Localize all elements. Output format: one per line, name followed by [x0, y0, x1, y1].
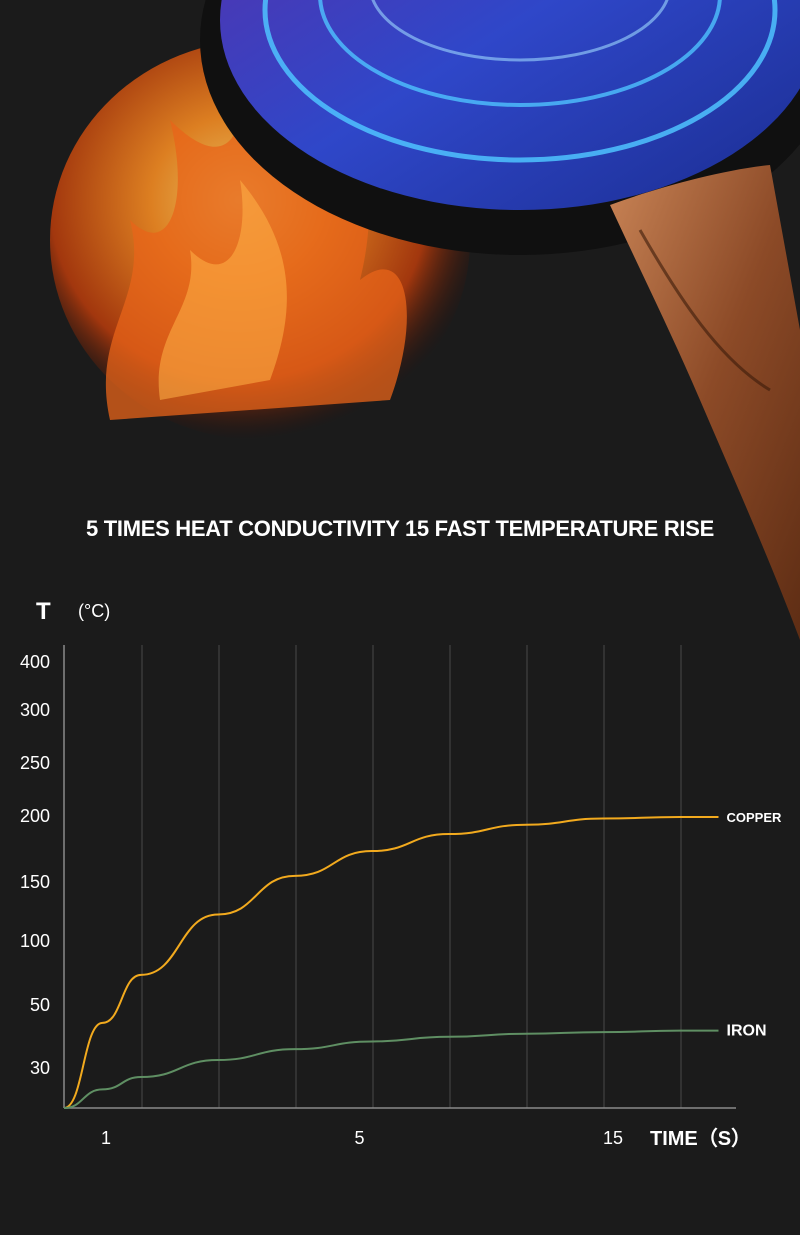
y-tick-label: 150 [20, 872, 50, 892]
y-axis-unit: (°C) [78, 601, 110, 621]
series-label-copper: COPPER [727, 810, 783, 825]
x-tick-label: 1 [101, 1128, 111, 1148]
frying-pan-icon [200, 0, 800, 255]
series-line-iron [63, 1029, 719, 1109]
y-tick-label: 250 [20, 753, 50, 773]
y-tick-label: 50 [30, 995, 50, 1015]
y-tick-label: 300 [20, 700, 50, 720]
x-axis-label: TIME（S） [650, 1127, 751, 1150]
y-tick-label: 100 [20, 931, 50, 951]
headline: 5 TIMES HEAT CONDUCTIVITY 15 FAST TEMPER… [86, 516, 714, 541]
series-label-iron: IRON [727, 1023, 767, 1040]
x-tick-label: 15 [603, 1128, 623, 1148]
y-tick-label: 30 [30, 1058, 50, 1078]
y-tick-label: 400 [20, 652, 50, 672]
wooden-handle-icon [610, 165, 800, 640]
x-tick-label: 5 [354, 1128, 364, 1148]
y-tick-label: 200 [20, 806, 50, 826]
y-axis-symbol: T [36, 598, 51, 625]
series-line-copper [63, 816, 719, 1109]
